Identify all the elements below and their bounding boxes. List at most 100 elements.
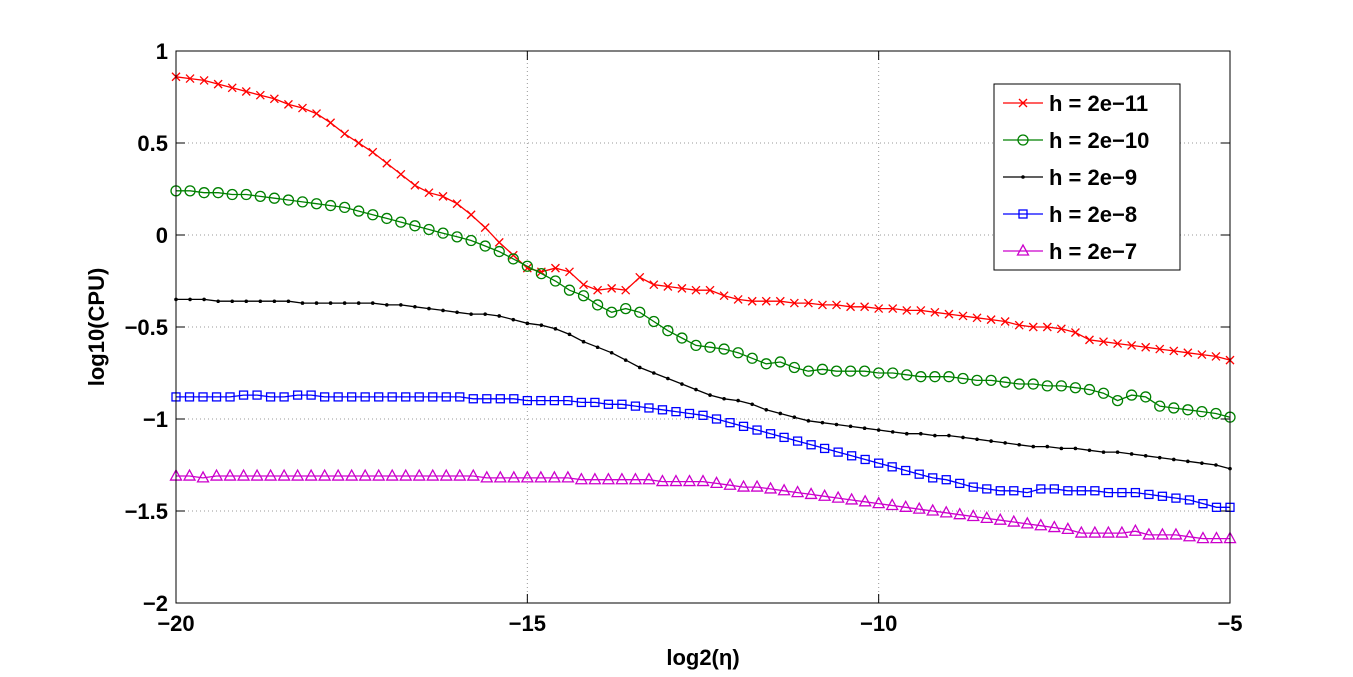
- data-point: [331, 468, 345, 481]
- data-point: [1090, 486, 1100, 496]
- data-point: [1210, 407, 1222, 420]
- data-point: [968, 482, 978, 492]
- data-point: [1074, 525, 1088, 538]
- data-point: [1129, 452, 1134, 456]
- data-point: [929, 371, 941, 383]
- data-point: [241, 87, 251, 96]
- data-point: [649, 280, 659, 290]
- legend-label: h = 2e−11: [1049, 91, 1148, 116]
- data-point: [360, 392, 370, 402]
- data-point: [705, 285, 715, 295]
- data-point: [885, 498, 899, 511]
- data-point: [549, 395, 560, 406]
- data-point: [410, 180, 420, 190]
- data-point: [1076, 486, 1087, 496]
- data-point: [593, 285, 603, 295]
- data-point: [185, 74, 195, 84]
- data-point: [1099, 337, 1108, 347]
- data-point: [862, 426, 867, 431]
- data-point: [621, 285, 631, 295]
- data-point: [1028, 322, 1038, 332]
- data-point: [1111, 394, 1124, 407]
- data-point: [236, 468, 251, 481]
- legend-marker: [1016, 243, 1030, 256]
- data-point: [941, 475, 951, 485]
- data-point: [1214, 463, 1218, 467]
- data-point: [198, 392, 208, 402]
- data-point: [652, 371, 656, 375]
- data-point: [939, 505, 953, 518]
- data-point: [874, 304, 884, 314]
- data-point: [1125, 389, 1138, 401]
- data-point: [310, 198, 323, 210]
- data-point: [353, 205, 365, 217]
- data-point: [1045, 444, 1050, 449]
- data-point: [414, 392, 424, 402]
- series-line: [176, 475, 1230, 540]
- data-point: [211, 392, 222, 402]
- data-point: [413, 304, 417, 309]
- data-point: [995, 486, 1005, 496]
- data-point: [644, 403, 654, 413]
- data-point: [630, 401, 641, 411]
- data-point: [340, 129, 350, 139]
- series-line: [176, 298, 1231, 470]
- series-line: [176, 190, 1231, 418]
- data-point: [750, 479, 764, 492]
- data-point: [671, 406, 681, 417]
- data-point: [212, 187, 224, 199]
- data-point: [733, 294, 743, 304]
- data-point: [1168, 402, 1180, 414]
- data-point: [1142, 527, 1156, 540]
- data-point: [817, 300, 827, 310]
- data-point: [635, 272, 645, 282]
- data-point: [677, 283, 687, 293]
- data-point: [708, 393, 712, 397]
- data-point: [319, 392, 330, 402]
- data-point: [746, 352, 758, 364]
- data-point: [725, 418, 735, 428]
- data-point: [1085, 335, 1094, 345]
- data-point: [601, 472, 616, 485]
- data-point: [182, 468, 197, 481]
- data-point: [1140, 391, 1152, 403]
- data-point: [342, 301, 347, 305]
- data-point: [439, 468, 453, 481]
- data-point: [1000, 317, 1010, 326]
- data-point: [1009, 486, 1019, 496]
- data-point: [845, 492, 859, 505]
- data-point: [663, 282, 673, 291]
- legend-item: h = 2e−9: [1003, 165, 1137, 190]
- data-point: [634, 306, 646, 318]
- data-point: [958, 311, 968, 321]
- data-point: [953, 507, 967, 520]
- data-point: [684, 408, 695, 419]
- data-point: [437, 227, 449, 239]
- series-4: [169, 468, 1237, 544]
- data-point: [833, 447, 843, 457]
- data-point: [763, 481, 778, 494]
- data-point: [254, 190, 266, 203]
- data-point: [1042, 322, 1052, 332]
- data-point: [961, 435, 965, 440]
- data-point: [483, 312, 487, 316]
- data-point: [441, 392, 451, 402]
- data-point: [698, 410, 708, 420]
- legend-marker: [1017, 134, 1029, 146]
- data-point: [479, 240, 491, 252]
- data-point: [1144, 489, 1154, 500]
- data-point: [975, 437, 979, 442]
- data-point: [525, 321, 530, 326]
- data-point: [704, 341, 716, 353]
- data-point: [565, 267, 574, 277]
- data-point: [507, 470, 521, 483]
- data-point: [765, 429, 776, 439]
- data-point: [279, 392, 289, 402]
- data-point: [831, 490, 845, 503]
- data-point: [300, 301, 305, 305]
- data-point: [453, 468, 467, 481]
- data-point: [536, 395, 546, 406]
- data-point: [803, 298, 813, 308]
- data-point: [985, 374, 997, 387]
